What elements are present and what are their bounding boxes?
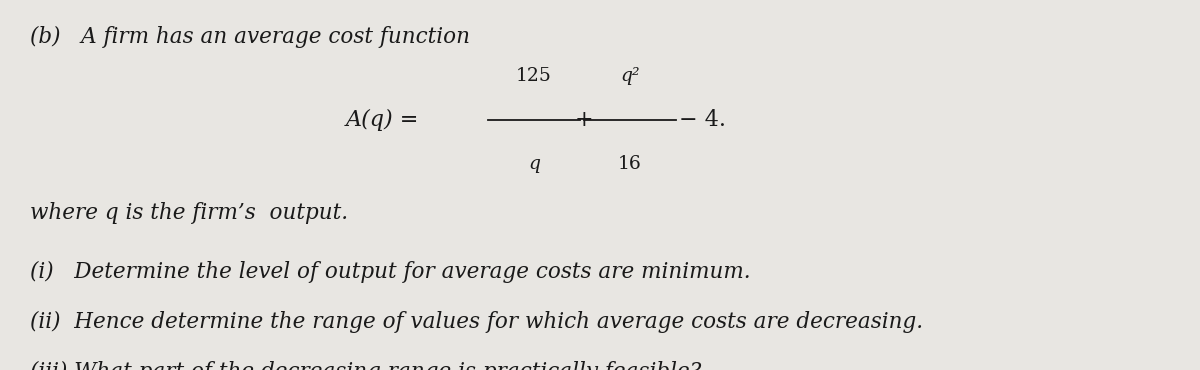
Text: +: + xyxy=(575,109,594,131)
Text: (iii) What part of the decreasing range is practically feasible?: (iii) What part of the decreasing range … xyxy=(30,361,701,370)
Text: q²: q² xyxy=(620,67,640,85)
Text: (i)   Determine the level of output for average costs are minimum.: (i) Determine the level of output for av… xyxy=(30,261,751,283)
Text: where q is the firm’s  output.: where q is the firm’s output. xyxy=(30,202,348,223)
Text: 125: 125 xyxy=(516,67,552,85)
Text: q: q xyxy=(528,155,540,174)
Text: 16: 16 xyxy=(618,155,642,174)
Text: (ii)  Hence determine the range of values for which average costs are decreasing: (ii) Hence determine the range of values… xyxy=(30,311,923,333)
Text: A(q) =: A(q) = xyxy=(346,109,426,131)
Text: − 4.: − 4. xyxy=(679,109,726,131)
Text: (b)   A firm has an average cost function: (b) A firm has an average cost function xyxy=(30,26,470,48)
